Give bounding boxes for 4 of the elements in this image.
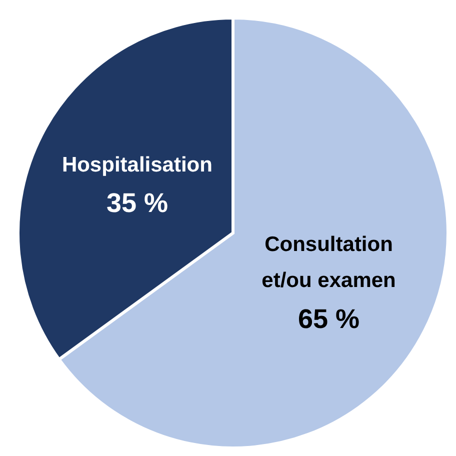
data-label: 65 %	[298, 304, 360, 334]
slice-label: Hospitalisation	[62, 153, 212, 176]
slice-label: Consultation et/ou examen	[262, 233, 396, 292]
data-label: 35 %	[106, 188, 168, 218]
